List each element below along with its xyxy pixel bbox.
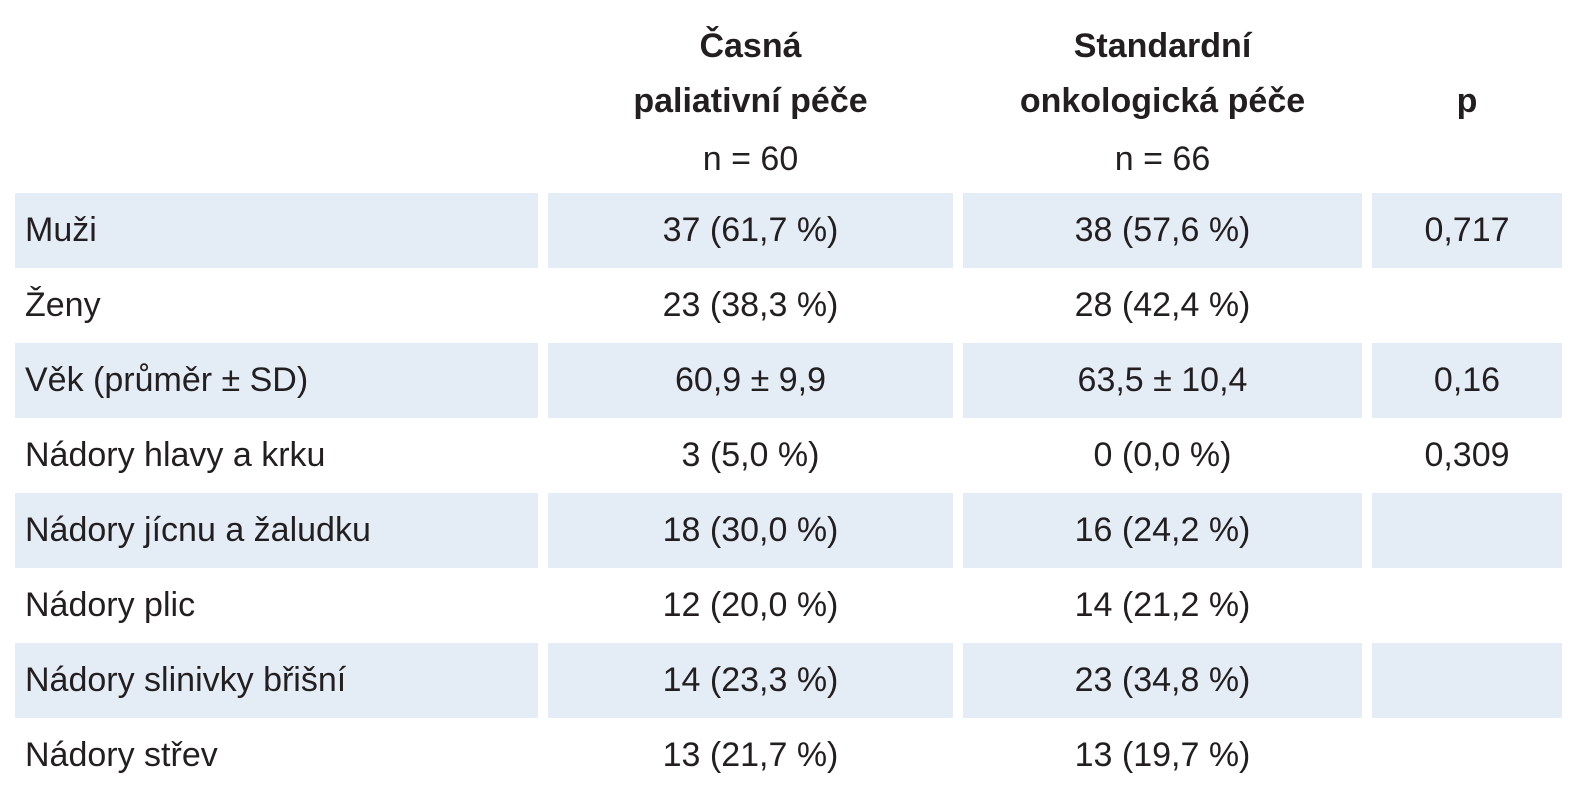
data-cell (1372, 268, 1562, 343)
data-cell: 63,5 ± 10,4 (963, 343, 1362, 418)
data-cell: 23 (38,3 %) (662, 286, 839, 324)
header-line: Standardní (1073, 27, 1252, 65)
header-n: n = 66 (1114, 140, 1211, 178)
data-cell: 0,717 (1372, 193, 1562, 268)
data-cell: 14 (21,2 %) (1074, 586, 1251, 624)
row-label: Věk (průměr ± SD) (15, 343, 538, 418)
data-cell: 13 (21,7 %) (662, 736, 839, 774)
data-cell: 23 (34,8 %) (963, 643, 1362, 718)
data-cell: 0 (0,0 %) (1093, 436, 1232, 474)
data-cell: 16 (24,2 %) (963, 493, 1362, 568)
data-cell (1372, 493, 1562, 568)
data-cell: 12 (20,0 %) (662, 586, 839, 624)
header-n: n = 60 (702, 140, 799, 178)
data-cell: 13 (19,7 %) (1074, 736, 1251, 774)
row-label: Muži (15, 193, 538, 268)
row-label: Nádory slinivky břišní (15, 643, 538, 718)
row-label: Nádory hlavy a krku (25, 436, 326, 474)
data-cell: 3 (5,0 %) (681, 436, 820, 474)
data-cell: 60,9 ± 9,9 (548, 343, 953, 418)
data-cell: 18 (30,0 %) (548, 493, 953, 568)
data-cell (1372, 568, 1562, 643)
data-cell: 14 (23,3 %) (548, 643, 953, 718)
data-cell: 28 (42,4 %) (1074, 286, 1251, 324)
header-line: onkologická péče (1019, 82, 1306, 120)
row-label: Nádory jícnu a žaludku (15, 493, 538, 568)
data-cell (1372, 718, 1562, 793)
row-label: Nádory střev (25, 736, 218, 774)
data-cell: 37 (61,7 %) (548, 193, 953, 268)
header-cell: p (1456, 82, 1478, 120)
row-label: Ženy (25, 286, 101, 324)
data-cell: 38 (57,6 %) (963, 193, 1362, 268)
data-cell: 0,16 (1372, 343, 1562, 418)
data-cell: 0,309 (1424, 436, 1510, 474)
header-line: Časná (699, 27, 802, 65)
data-cell (1372, 643, 1562, 718)
header-line: paliativní péče (633, 82, 868, 120)
row-label: Nádory plic (25, 586, 196, 624)
